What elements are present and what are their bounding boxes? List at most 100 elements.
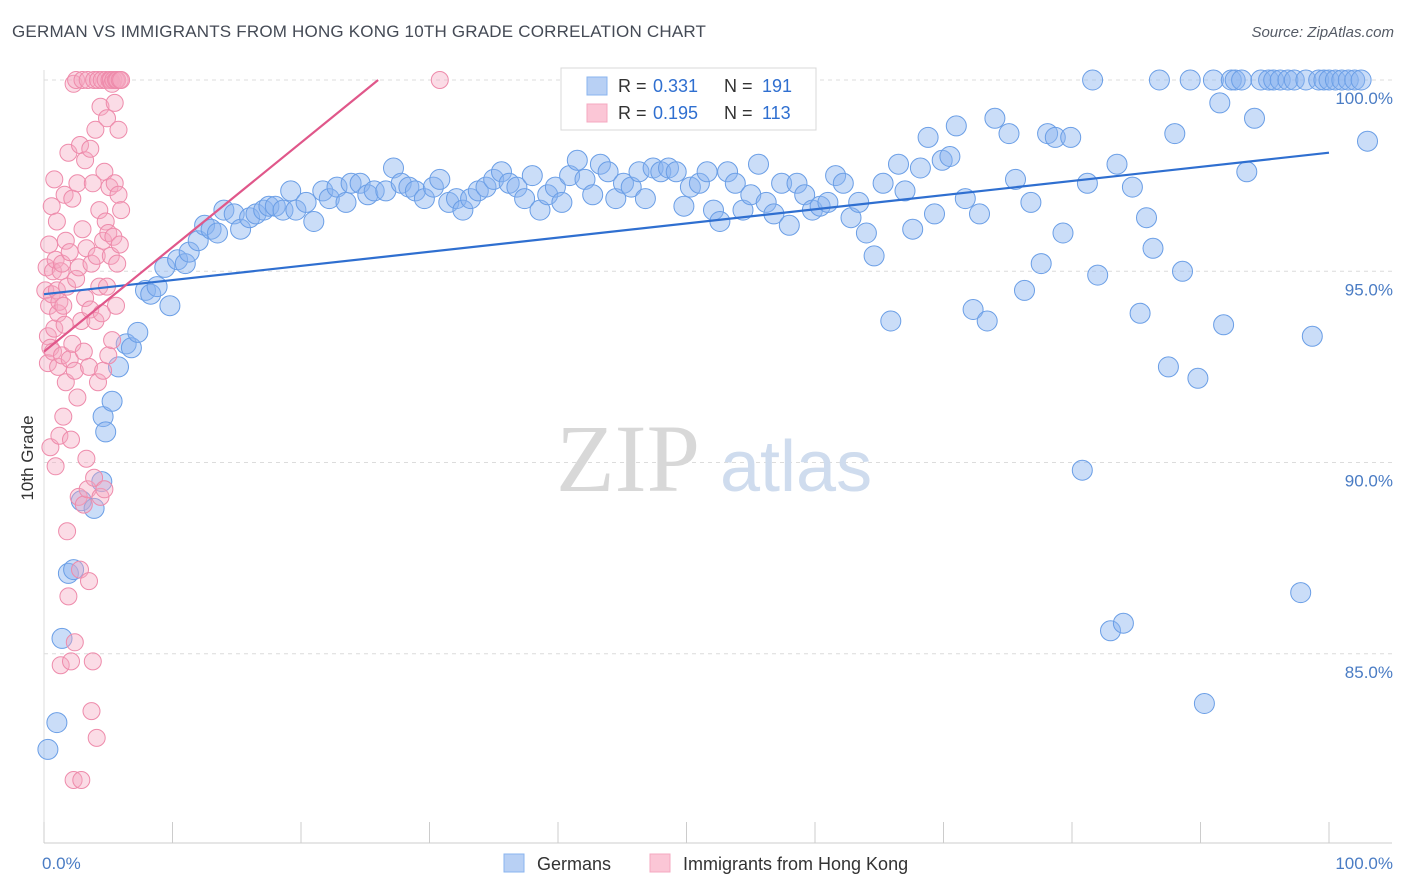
german-point-25 — [200, 218, 222, 240]
hong-kong-point-65 — [78, 71, 97, 89]
german-point-108 — [832, 172, 854, 194]
german-point-18 — [154, 256, 176, 278]
legend-swatch-hong-kong — [649, 853, 671, 873]
german-point-46 — [357, 184, 379, 206]
series-germans — [37, 69, 1378, 760]
german-point-132 — [1020, 191, 1042, 213]
hong-kong-point-27 — [54, 296, 73, 315]
watermark: ZIP atlas — [556, 405, 872, 512]
watermark-atlas: atlas — [720, 427, 872, 507]
stats-n-label-2: N = — [724, 103, 753, 123]
german-point-74 — [574, 168, 596, 190]
german-point-80 — [620, 176, 642, 198]
stats-n-value-2: 113 — [762, 103, 791, 123]
hong-kong-point-85 — [91, 97, 110, 116]
hong-kong-point-23 — [51, 656, 70, 675]
german-point-175 — [1318, 69, 1340, 91]
german-point-107 — [825, 165, 847, 187]
german-point-58 — [452, 199, 474, 221]
german-point-120 — [924, 203, 945, 225]
hong-kong-point-80 — [89, 373, 107, 392]
hong-kong-point-13 — [45, 319, 64, 338]
german-point-127 — [976, 310, 998, 332]
hong-kong-point-5 — [40, 235, 59, 254]
german-point-135 — [1044, 126, 1066, 148]
german-point-62 — [483, 168, 505, 190]
german-point-17 — [146, 276, 168, 298]
german-point-68 — [529, 199, 551, 221]
hong-kong-point-38 — [62, 652, 80, 671]
german-point-144 — [1112, 612, 1134, 634]
hong-kong-point-54 — [72, 771, 91, 789]
trend-line-hong-kong — [43, 79, 379, 353]
german-point-110 — [848, 191, 870, 213]
german-point-36 — [280, 180, 302, 202]
stats-r-label-1: R = — [618, 76, 647, 96]
german-point-143 — [1106, 153, 1128, 175]
stats-r-value-2: 0.195 — [653, 103, 698, 123]
hong-kong-point-37 — [60, 243, 79, 262]
chart-title: GERMAN VS IMMIGRANTS FROM HONG KONG 10TH… — [12, 22, 707, 41]
hong-kong-point-118 — [430, 71, 449, 89]
german-point-165 — [1258, 69, 1280, 91]
german-point-181 — [1357, 130, 1378, 152]
stats-swatch-hong-kong — [586, 103, 608, 123]
hong-kong-point-70 — [82, 702, 101, 721]
german-point-172 — [1301, 325, 1323, 347]
german-point-137 — [1060, 126, 1082, 148]
german-point-44 — [340, 172, 362, 194]
stats-n-label-1: N = — [724, 76, 753, 96]
hong-kong-point-92 — [96, 212, 115, 231]
german-point-87 — [673, 195, 695, 217]
german-point-139 — [1076, 172, 1098, 194]
german-point-141 — [1087, 264, 1109, 286]
hong-kong-point-69 — [81, 300, 100, 319]
german-point-63 — [491, 161, 512, 183]
hong-kong-point-44 — [65, 633, 84, 652]
german-point-76 — [589, 153, 611, 175]
german-point-95 — [732, 199, 754, 221]
hong-kong-point-17 — [47, 281, 66, 300]
german-point-133 — [1030, 253, 1052, 275]
german-point-24 — [194, 214, 216, 236]
german-point-71 — [551, 191, 573, 213]
german-point-48 — [375, 180, 397, 202]
german-point-170 — [1290, 582, 1312, 604]
german-point-148 — [1142, 237, 1164, 259]
german-point-145 — [1121, 176, 1143, 198]
german-point-171 — [1295, 69, 1317, 91]
german-point-154 — [1187, 367, 1209, 389]
hong-kong-point-83 — [90, 201, 109, 220]
stats-legend: R = 0.331 N = 191 R = 0.195 N = 113 — [560, 67, 817, 131]
hong-kong-point-47 — [67, 269, 86, 288]
hong-kong-point-22 — [51, 262, 70, 281]
german-point-150 — [1157, 356, 1179, 378]
german-point-35 — [272, 199, 294, 221]
hong-kong-point-36 — [60, 350, 79, 369]
hong-kong-point-12 — [45, 170, 64, 189]
german-point-66 — [514, 188, 536, 210]
german-point-177 — [1331, 69, 1353, 91]
y-tick-labels: 100.0% 95.0% 90.0% 85.0% — [1335, 89, 1393, 682]
german-point-47 — [363, 180, 385, 202]
source-label: Source: ZipAtlas.com — [1251, 24, 1394, 41]
german-point-147 — [1136, 207, 1157, 229]
hong-kong-point-48 — [68, 174, 87, 193]
german-point-162 — [1236, 161, 1258, 183]
german-point-89 — [688, 172, 710, 194]
hong-kong-point-112 — [109, 185, 128, 204]
german-point-26 — [207, 222, 228, 244]
german-point-174 — [1313, 69, 1335, 91]
german-point-78 — [605, 188, 627, 210]
hong-kong-point-115 — [110, 235, 129, 254]
german-point-93 — [717, 161, 739, 183]
hong-kong-point-91 — [95, 480, 114, 499]
hong-kong-point-73 — [83, 174, 102, 193]
hong-kong-point-79 — [87, 246, 106, 265]
hong-kong-point-88 — [94, 361, 113, 380]
german-point-6 — [83, 497, 105, 519]
hong-kong-point-78 — [87, 728, 106, 747]
german-point-1 — [46, 712, 68, 734]
german-point-152 — [1172, 260, 1193, 282]
german-point-9 — [95, 421, 117, 443]
